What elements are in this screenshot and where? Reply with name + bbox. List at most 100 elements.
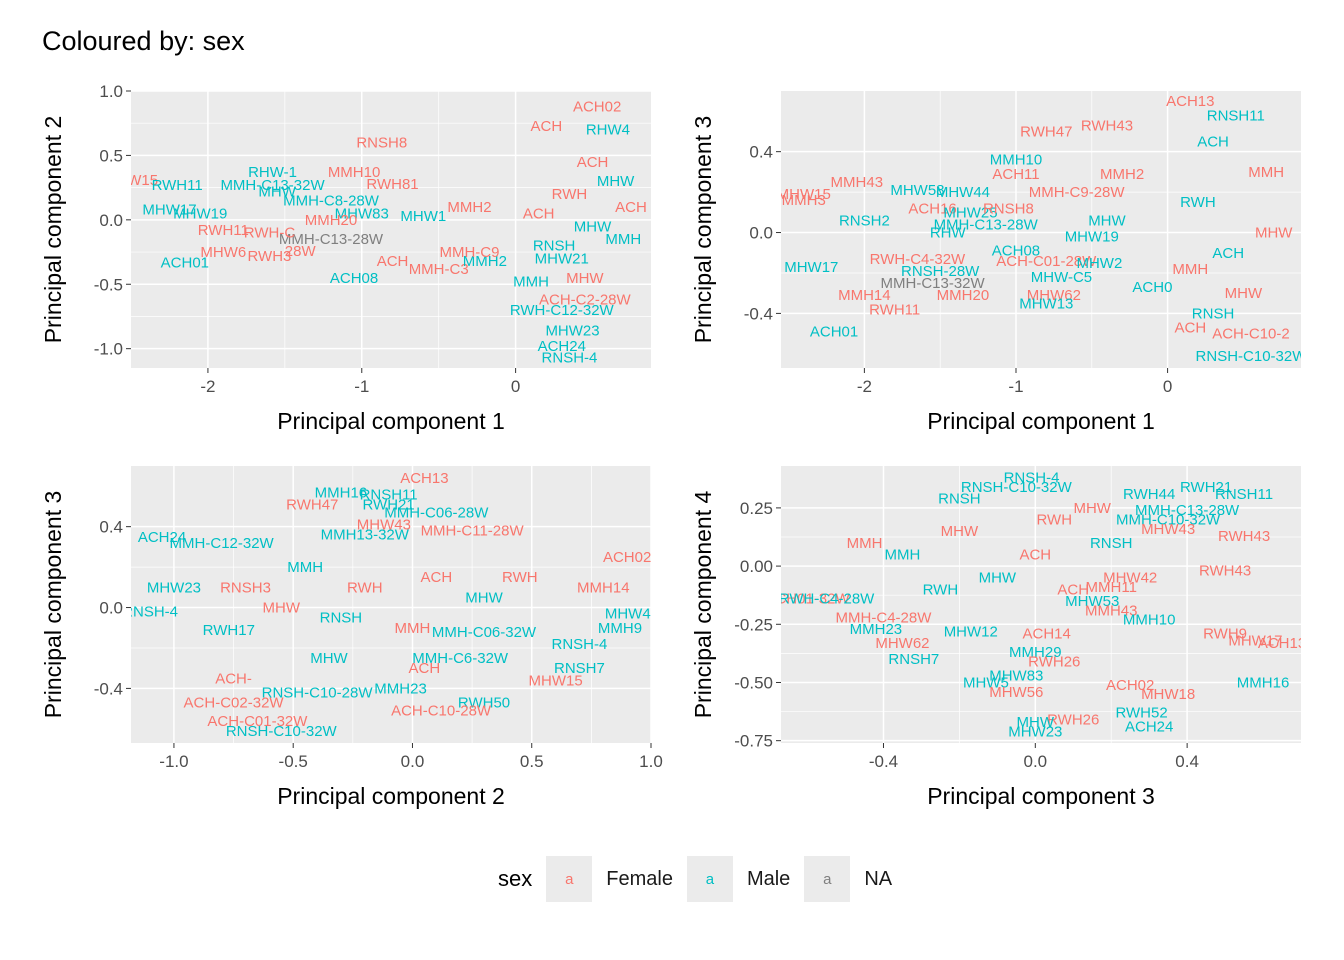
point-label: MHW42 <box>1103 570 1157 587</box>
y-tick-label: -0.5 <box>94 275 123 294</box>
point-label: MMH16 <box>315 484 368 501</box>
point-label: ACH13 <box>1166 93 1214 110</box>
point-label: MHW <box>258 183 296 200</box>
point-label: MHW <box>979 570 1017 587</box>
point-label: MMH-C9 <box>439 244 499 261</box>
point-label: RWH11 <box>869 301 920 318</box>
y-tick-label: -0.4 <box>94 679 123 698</box>
point-label: RWH43 <box>1081 117 1133 134</box>
point-label: RWH21 <box>362 496 414 513</box>
point-label: MHW19 <box>173 205 227 222</box>
point-label: MHW43 <box>1141 521 1195 538</box>
point-label: ACH08 <box>992 243 1040 260</box>
point-label: RWH-C12-32W <box>510 302 615 319</box>
x-tick-label: 0.0 <box>1023 752 1047 771</box>
x-axis-label: Principal component 1 <box>277 408 505 434</box>
point-label: MMH20 <box>937 287 990 304</box>
point-label: ACH01 <box>161 254 209 271</box>
point-label: ACH02 <box>573 98 621 115</box>
y-tick-label: 0.0 <box>99 599 123 618</box>
point-label: RNSH <box>938 491 981 508</box>
point-label: MHW62 <box>875 635 929 652</box>
point-label: RWH <box>502 569 538 586</box>
point-label: MHW15 <box>529 672 583 689</box>
point-label: ACH <box>409 660 441 677</box>
legend-label-female: Female <box>606 867 673 890</box>
point-label: ACH24 <box>1125 719 1173 736</box>
point-label: MMH-C12-32W <box>170 535 275 552</box>
point-label: MMH14 <box>838 287 891 304</box>
point-label: RNSH-4 <box>122 604 178 621</box>
point-label: ACH <box>615 199 647 216</box>
point-label: MHW1 <box>400 208 446 225</box>
point-label: ACH <box>523 205 555 222</box>
x-tick-label: 1.0 <box>639 752 663 771</box>
x-tick-label: 0.5 <box>520 752 544 771</box>
y-tick-label: -0.4 <box>744 304 773 323</box>
point-label: MMH <box>847 535 883 552</box>
y-axis-label: Principal component 3 <box>690 116 716 344</box>
point-label: RWH <box>1180 194 1216 211</box>
point-label: MHW17 <box>142 202 196 219</box>
point-label: ACH11 <box>992 166 1039 183</box>
point-label: MHW6 <box>200 244 246 261</box>
point-label: RNSH-28W <box>901 263 980 280</box>
point-label: MMH <box>287 559 323 576</box>
point-label: MMH43 <box>831 174 884 191</box>
point-label: RWH26 <box>1047 712 1099 729</box>
point-label: MMH-C10-32W <box>1116 512 1221 529</box>
point-label: RNSH11 <box>1207 107 1265 124</box>
point-label: MMH-C4-28W <box>836 609 933 626</box>
point-label: ACH24 <box>138 529 186 546</box>
point-label: RHW <box>930 225 967 242</box>
point-label: MMH <box>513 274 549 291</box>
point-label: RWH52 <box>1115 705 1167 722</box>
point-label: MMH10 <box>328 164 381 181</box>
point-label: RNSH-C10-32W <box>226 723 338 740</box>
point-label: MMH2 <box>447 199 491 216</box>
panel-pc1-pc3: -2 -1 0 -0.4 0.0 0.4 Principal component 1 Prin… <box>690 91 1308 434</box>
point-label: MMH16 <box>1237 674 1290 691</box>
point-label: RNSH-4 <box>542 350 598 367</box>
point-label: RWH-C4-32W <box>870 251 966 268</box>
point-label: MHW13 <box>1019 295 1073 312</box>
point-label: MHW <box>1017 714 1055 731</box>
point-label: RWH44 <box>1123 486 1175 503</box>
point-label: MHW <box>941 523 979 540</box>
point-label: ACH-C2-28W <box>539 292 632 309</box>
point-label: MMH-C13-32W <box>881 275 986 292</box>
point-label: MHW15 <box>104 172 158 189</box>
point-label: MHW2 <box>1076 255 1122 272</box>
y-tick-label: 0.25 <box>740 499 773 518</box>
y-axis-label: Principal component 3 <box>40 491 66 719</box>
figure-title: Coloured by: sex <box>42 26 245 56</box>
point-label: MMH-C06-32W <box>432 624 537 641</box>
point-label: ACH13 <box>400 470 448 487</box>
point-label: RWH-C <box>244 225 296 242</box>
point-label: RWH81 <box>366 176 418 193</box>
point-label: ACH-C01-32W <box>207 713 308 730</box>
point-label: MMH-C6-32W <box>412 650 509 667</box>
x-tick-label: -2 <box>200 377 215 396</box>
panel-pc3-pc4: -0.4 0.0 0.4 -0.75 -0.50 -0.25 0.00 0.25 Princip… <box>690 466 1301 809</box>
point-label: RWH11 <box>198 222 249 239</box>
gridlines <box>131 91 651 368</box>
point-label: RNSH-C10-32W <box>1196 348 1308 365</box>
point-label: RNSH3 <box>220 579 271 596</box>
point-label: MMH2 <box>463 253 507 270</box>
point-label: MMH <box>885 546 921 563</box>
x-tick-label: 0.0 <box>401 752 425 771</box>
legend-label-na: NA <box>864 867 893 890</box>
point-label: RWH26 <box>1028 654 1080 671</box>
point-label: MHW <box>566 270 604 287</box>
point-label: RWH50 <box>458 695 510 712</box>
point-label: MHW17 <box>784 259 838 276</box>
point-label: ACH <box>1057 581 1089 598</box>
point-label: MMH29 <box>1009 644 1062 661</box>
point-label: RNSH <box>1090 535 1133 552</box>
x-tick-label: 0 <box>1163 377 1172 396</box>
point-label: MMH-C8-28W <box>283 193 380 210</box>
point-label: RWH21 <box>1180 479 1232 496</box>
